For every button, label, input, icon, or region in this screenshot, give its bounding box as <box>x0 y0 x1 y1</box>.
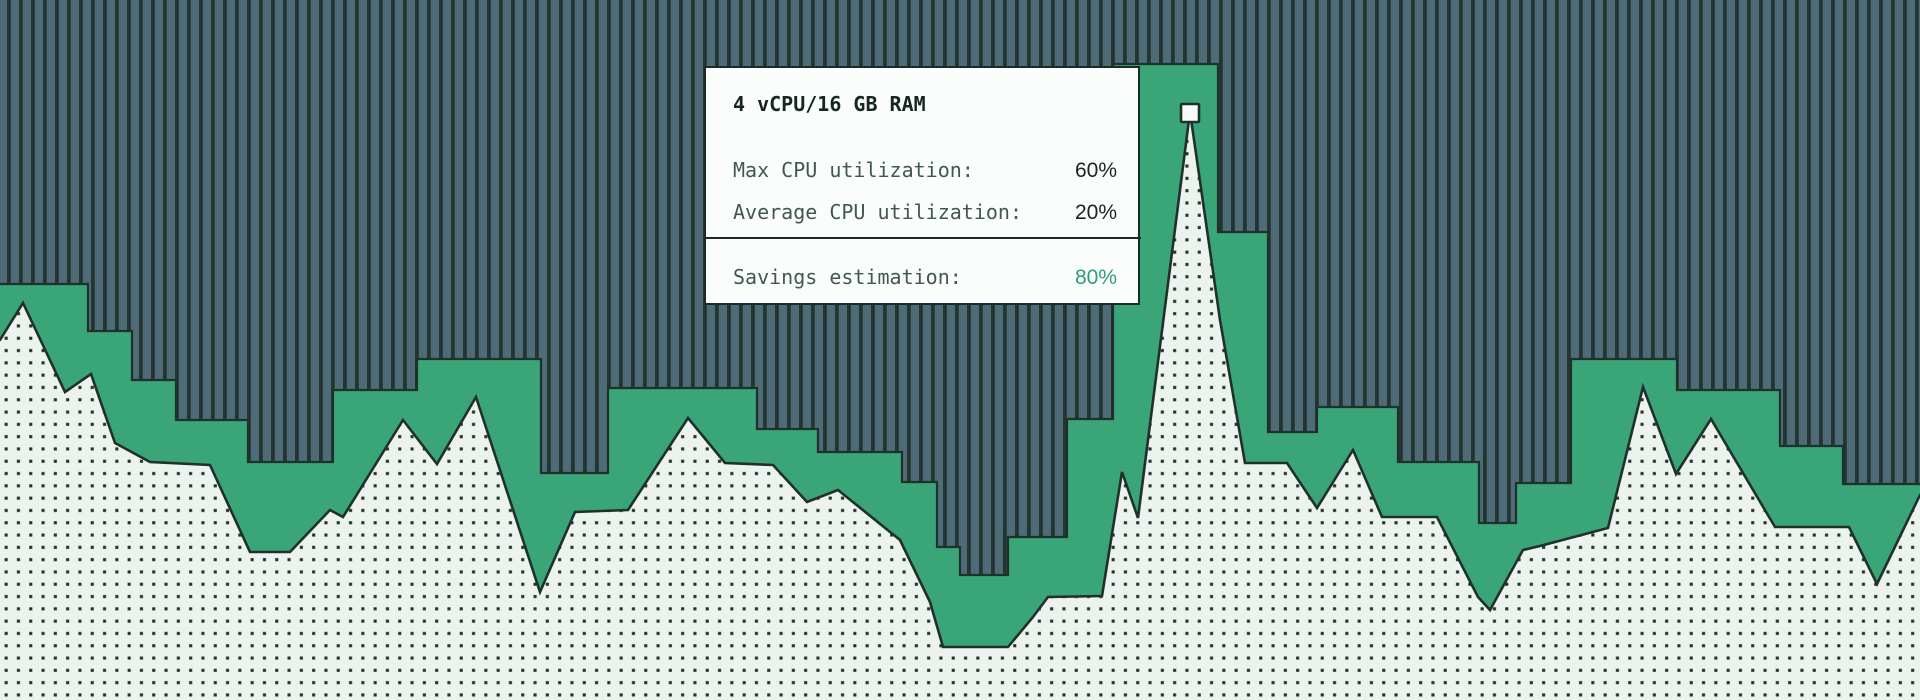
tooltip-divider <box>703 237 1141 239</box>
provisioned-capacity-step-line <box>0 62 1920 577</box>
tooltip-row-label: Savings estimation: <box>733 265 962 289</box>
tooltip-row-avg-cpu: Average CPU utilization: 20% <box>733 200 1117 225</box>
tooltip-row-label: Average CPU utilization: <box>733 200 1022 224</box>
tooltip-row-value: 60% <box>1074 159 1117 182</box>
tooltip-row-savings: Savings estimation: 80% <box>733 265 1117 290</box>
cpu-utilization-line <box>0 111 1920 649</box>
tooltip-row-label: Max CPU utilization: <box>733 158 974 182</box>
tooltip-title: 4 vCPU/16 GB RAM <box>733 92 926 116</box>
tooltip-row-value: 20% <box>1074 201 1117 224</box>
peak-marker-handle[interactable] <box>1179 102 1201 124</box>
tooltip-row-max-cpu: Max CPU utilization: 60% <box>733 158 1117 183</box>
tooltip-row-value-accent: 80% <box>1074 266 1117 289</box>
tooltip-card: 4 vCPU/16 GB RAM Max CPU utilization: 60… <box>703 66 1141 305</box>
